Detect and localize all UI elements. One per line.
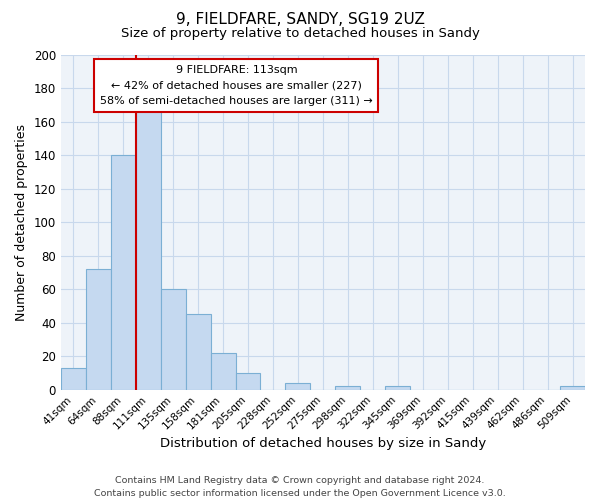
- Bar: [185, 314, 211, 390]
- Bar: [560, 386, 585, 390]
- Bar: [161, 290, 185, 390]
- Bar: [211, 353, 236, 390]
- Bar: [335, 386, 361, 390]
- Text: 9 FIELDFARE: 113sqm
← 42% of detached houses are smaller (227)
58% of semi-detac: 9 FIELDFARE: 113sqm ← 42% of detached ho…: [100, 65, 373, 106]
- Text: Contains HM Land Registry data © Crown copyright and database right 2024.
Contai: Contains HM Land Registry data © Crown c…: [94, 476, 506, 498]
- Text: Size of property relative to detached houses in Sandy: Size of property relative to detached ho…: [121, 28, 479, 40]
- Text: 9, FIELDFARE, SANDY, SG19 2UZ: 9, FIELDFARE, SANDY, SG19 2UZ: [176, 12, 424, 28]
- Bar: [86, 269, 111, 390]
- Bar: [136, 108, 161, 390]
- X-axis label: Distribution of detached houses by size in Sandy: Distribution of detached houses by size …: [160, 437, 486, 450]
- Bar: [286, 383, 310, 390]
- Y-axis label: Number of detached properties: Number of detached properties: [15, 124, 28, 321]
- Bar: [111, 156, 136, 390]
- Bar: [236, 373, 260, 390]
- Bar: [385, 386, 410, 390]
- Bar: [61, 368, 86, 390]
